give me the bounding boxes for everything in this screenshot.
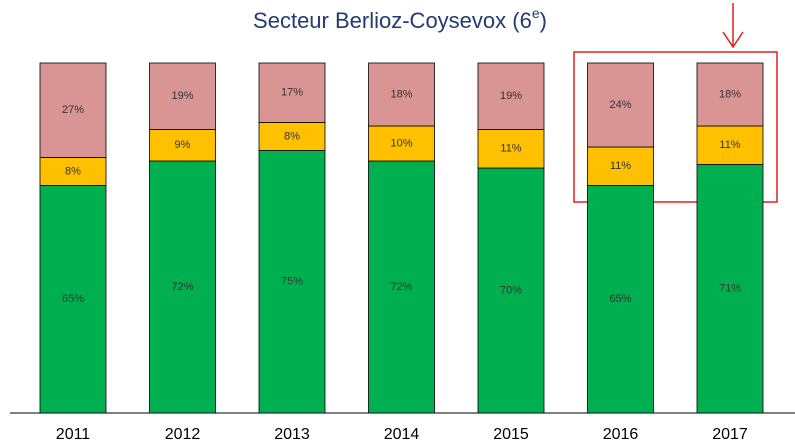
value-label: 19%: [171, 90, 193, 102]
value-label: 72%: [390, 281, 412, 293]
bar-segment: [477, 129, 545, 169]
bar-segment: [258, 62, 326, 123]
x-tick-label: 2011: [56, 426, 91, 443]
value-label: 17%: [281, 87, 303, 99]
title-text: Secteur Berlioz-Coysevox (6: [253, 8, 532, 33]
title-superscript: e: [532, 5, 540, 21]
bar-segment: [149, 62, 216, 130]
title-end: ): [540, 8, 547, 33]
bar-segment: [696, 125, 764, 165]
x-tick-label: 2013: [274, 426, 310, 443]
bar-segment: [149, 129, 216, 162]
bar-segment: [587, 146, 654, 186]
x-tick-label: 2012: [165, 426, 201, 443]
value-label: 11%: [719, 139, 740, 151]
bar-segment: [149, 160, 216, 414]
chart-title: Secteur Berlioz-Coysevox (6e): [253, 5, 547, 33]
bar-segment: [587, 185, 654, 414]
x-tick-label: 2016: [603, 426, 639, 443]
bar-segment: [368, 125, 435, 162]
value-label: 11%: [500, 143, 521, 155]
bar-segment: [39, 185, 107, 414]
value-label: 9%: [175, 139, 191, 151]
value-label: 72%: [171, 281, 193, 293]
x-tick-label: 2015: [493, 426, 529, 443]
value-label: 19%: [500, 90, 522, 102]
bar-segment: [587, 62, 654, 148]
highlight-box: [573, 51, 778, 203]
bar-segment: [696, 164, 764, 414]
x-tick-label: 2017: [712, 426, 748, 443]
bar-segment: [368, 62, 435, 127]
x-tick-label: 2014: [384, 426, 420, 443]
value-label: 18%: [390, 88, 412, 100]
value-label: 75%: [281, 276, 303, 288]
bar-segment: [696, 62, 764, 127]
value-label: 24%: [609, 99, 631, 111]
arrow-head: [722, 31, 744, 49]
value-label: 71%: [719, 283, 741, 295]
value-label: 8%: [65, 165, 81, 177]
bar-segment: [477, 62, 545, 130]
bar-segment: [368, 160, 435, 414]
value-label: 10%: [390, 137, 412, 149]
value-label: 8%: [284, 130, 300, 142]
value-label: 65%: [62, 293, 84, 305]
bar-segment: [39, 62, 107, 158]
value-label: 27%: [62, 104, 84, 116]
bar-segment: [258, 122, 326, 151]
value-label: 70%: [500, 284, 522, 296]
value-label: 11%: [610, 160, 631, 172]
value-label: 18%: [719, 88, 741, 100]
value-label: 65%: [609, 293, 631, 305]
bar-segment: [258, 150, 326, 414]
